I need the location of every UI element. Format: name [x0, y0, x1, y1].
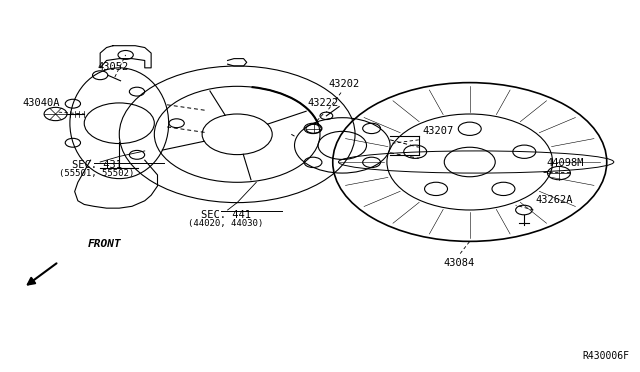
Text: 43202: 43202 — [328, 79, 360, 89]
Text: (44020, 44030): (44020, 44030) — [188, 219, 263, 228]
Text: 43040A: 43040A — [22, 99, 60, 109]
Text: 43084: 43084 — [444, 258, 474, 268]
Text: 43222: 43222 — [308, 99, 339, 109]
Text: SEC. 431: SEC. 431 — [72, 160, 122, 170]
Text: 43207: 43207 — [422, 126, 453, 136]
Text: 43262A: 43262A — [536, 195, 573, 205]
Text: R430006F: R430006F — [582, 352, 629, 361]
Text: FRONT: FRONT — [88, 239, 121, 249]
Text: 44098M: 44098M — [546, 157, 584, 167]
Text: SEC. 441: SEC. 441 — [201, 210, 251, 220]
Text: 43052: 43052 — [97, 61, 129, 71]
Text: (55501, 55502): (55501, 55502) — [60, 169, 134, 179]
